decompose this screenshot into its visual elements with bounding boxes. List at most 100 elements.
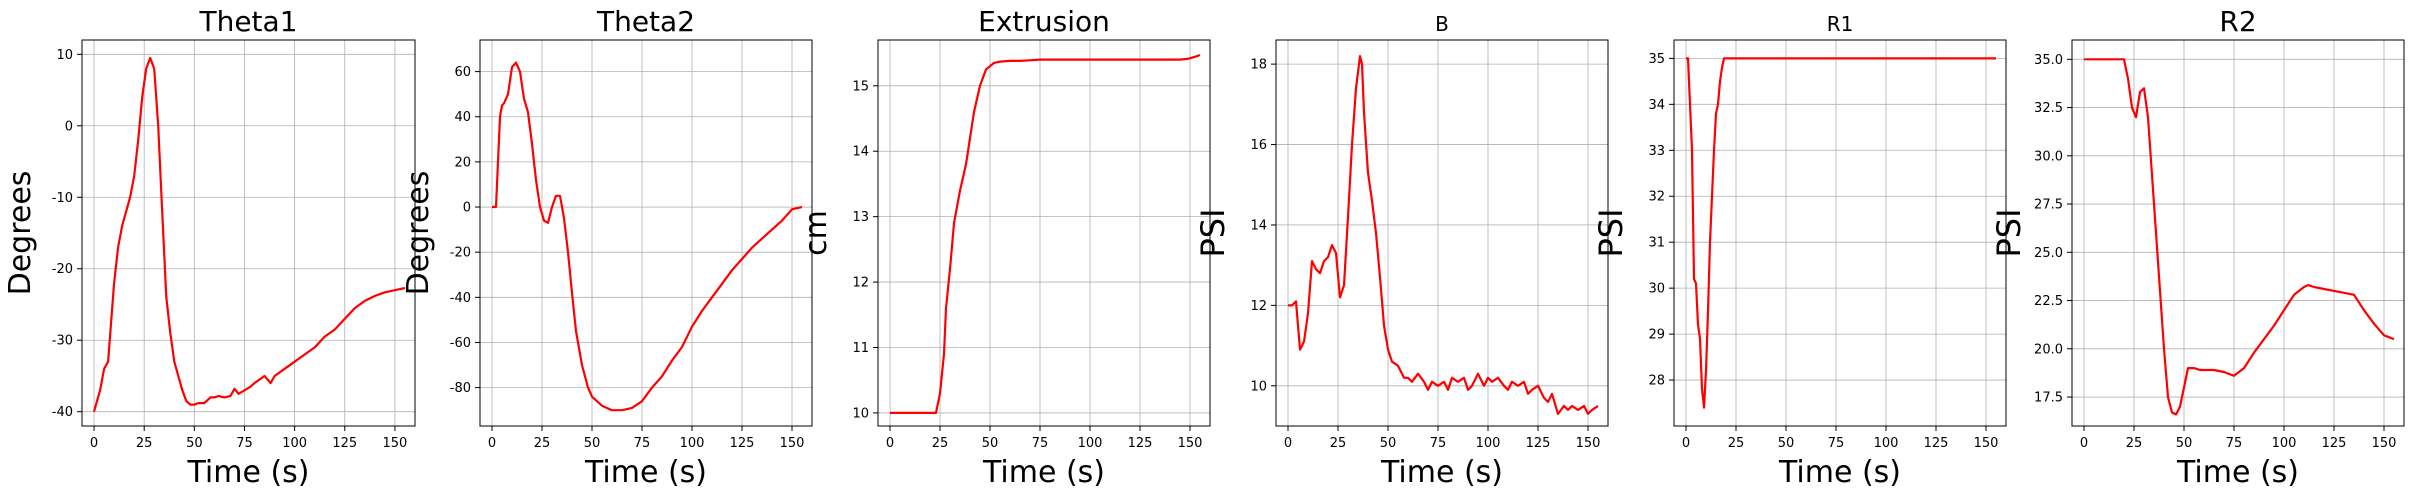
x-tick-label: 150 (1974, 436, 1999, 451)
y-tick-label: -10 (52, 191, 73, 206)
y-tick-label: 30.0 (2034, 149, 2063, 164)
x-tick-label: 75 (236, 436, 253, 451)
y-tick-label: 32 (1648, 190, 1665, 205)
y-axis-label: PSI (1592, 208, 1630, 257)
x-tick-label: 0 (90, 436, 98, 451)
chart-panel-b: 0 25 50 75 100 125 150 10 12 14 16 18 B Time (s) PSI (1194, 12, 1609, 490)
x-tick-label: 50 (186, 436, 203, 451)
chart-panel-theta2: 0 25 50 75 100 125 150 -80 -60 -40 -20 0 20 40 60 Theta… (401, 5, 813, 490)
x-tick-label: 125 (1526, 436, 1551, 451)
plot-frame (877, 39, 1211, 427)
y-tick-label: 32.5 (2034, 101, 2063, 116)
x-axis-label: Time (s) (2176, 455, 2299, 490)
chart-title: Extrusion (978, 5, 1110, 38)
x-tick-label: 50 (2176, 436, 2193, 451)
y-tick-label: 35.0 (2034, 53, 2063, 68)
y-tick-label: 11 (852, 341, 869, 356)
series-line (92, 56, 406, 413)
y-axis-label: Degrees (401, 171, 436, 296)
plot-frame (81, 39, 416, 427)
y-axis-label: PSI (1194, 208, 1232, 257)
y-tick-label: 20.0 (2034, 342, 2063, 357)
chart-title: Theta1 (198, 5, 297, 38)
x-tick-label: 125 (332, 436, 357, 451)
y-axis-label: Degrees (3, 171, 38, 296)
chart-title: Theta2 (596, 5, 695, 38)
x-tick-label: 25 (1330, 436, 1347, 451)
x-tick-label: 50 (982, 436, 999, 451)
y-tick-label: 33 (1648, 144, 1665, 159)
x-tick-label: 75 (1430, 436, 1447, 451)
x-tick-label: 0 (886, 436, 894, 451)
y-axis-label: PSI (1990, 208, 2028, 257)
y-tick-label: 14 (1250, 218, 1267, 233)
y-tick-label: 31 (1648, 236, 1665, 251)
y-tick-label: 34 (1648, 98, 1665, 113)
x-tick-label: 150 (1576, 436, 1601, 451)
y-tick-label: -80 (450, 381, 471, 396)
y-tick-label: 60 (454, 65, 471, 80)
x-tick-label: 150 (2372, 436, 2397, 451)
y-tick-label: 30 (1648, 282, 1665, 297)
y-tick-label: 40 (454, 110, 471, 125)
y-tick-label: -20 (450, 246, 471, 261)
x-tick-label: 125 (2322, 436, 2347, 451)
y-tick-label: -30 (52, 334, 73, 349)
y-tick-label: 28 (1648, 374, 1665, 389)
series-line (2084, 58, 2395, 416)
x-tick-label: 25 (932, 436, 949, 451)
chart-panel-theta1: 0 25 50 75 100 125 150 -40 -30 -20 -10 0 10 Theta1 Tim… (3, 5, 416, 490)
y-tick-label: 35 (1648, 52, 1665, 67)
x-axis-label: Time (s) (1380, 455, 1503, 490)
x-tick-label: 25 (1728, 436, 1745, 451)
plot-frame (1673, 39, 2007, 427)
x-tick-label: 100 (1476, 436, 1501, 451)
chart-panel-r2: 0 25 50 75 100 125 150 17.5 20.0 22.5 25.0 27.5 30.0… (1990, 5, 2405, 490)
y-tick-label: 10 (56, 48, 73, 63)
x-axis-label: Time (s) (982, 455, 1105, 490)
y-tick-label: 0 (65, 119, 73, 134)
x-tick-label: 100 (1078, 436, 1103, 451)
y-tick-label: 10 (1250, 379, 1267, 394)
y-tick-label: 22.5 (2034, 294, 2063, 309)
x-tick-label: 100 (2272, 436, 2297, 451)
x-axis-label: Time (s) (1778, 455, 1901, 490)
y-tick-label: 17.5 (2034, 391, 2063, 406)
x-tick-label: 125 (730, 436, 755, 451)
x-tick-label: 0 (488, 436, 496, 451)
x-tick-label: 75 (2226, 436, 2243, 451)
chart-panel-extrusion: 0 25 50 75 100 125 150 10 11 12 13 14 15 Extrusion Tim… (799, 5, 1211, 490)
chart-title: R2 (2219, 5, 2256, 38)
y-tick-label: -20 (52, 262, 73, 277)
x-tick-label: 50 (1778, 436, 1795, 451)
x-tick-label: 100 (680, 436, 705, 451)
x-tick-label: 150 (1178, 436, 1203, 451)
x-tick-label: 150 (383, 436, 408, 451)
y-axis-label: cm (799, 210, 834, 256)
y-tick-label: 12 (852, 276, 869, 291)
y-tick-label: -40 (52, 405, 73, 420)
series-line (492, 61, 803, 412)
y-tick-label: 20 (454, 155, 471, 170)
y-tick-label: 15 (852, 79, 869, 94)
y-tick-label: 14 (852, 145, 869, 160)
y-tick-label: 10 (852, 406, 869, 421)
x-tick-label: 25 (534, 436, 551, 451)
y-tick-label: 16 (1250, 138, 1267, 153)
x-tick-label: 50 (1380, 436, 1397, 451)
y-tick-label: 0 (463, 201, 471, 216)
chart-title: B (1435, 12, 1449, 36)
x-tick-label: 125 (1924, 436, 1949, 451)
y-tick-label: -40 (450, 291, 471, 306)
x-tick-label: 75 (1828, 436, 1845, 451)
series-line (1686, 57, 1996, 409)
x-tick-label: 150 (780, 436, 805, 451)
plot-frame (1275, 39, 1609, 427)
x-tick-label: 0 (1284, 436, 1292, 451)
plot-frame (479, 39, 813, 427)
x-tick-label: 0 (1682, 436, 1690, 451)
y-tick-label: 13 (852, 210, 869, 225)
x-tick-label: 25 (136, 436, 153, 451)
y-tick-label: 12 (1250, 299, 1267, 314)
x-tick-label: 125 (1128, 436, 1153, 451)
